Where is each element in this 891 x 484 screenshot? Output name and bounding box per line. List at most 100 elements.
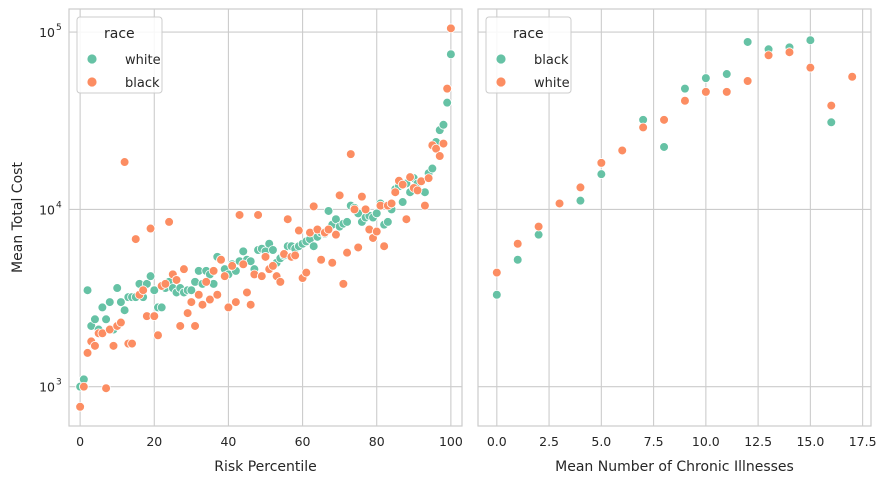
right-point-white: [826, 100, 837, 111]
right-x-ticks: 0.0 2.5 5.0 7.5 10.0 12.5 15.0 17.5: [487, 434, 877, 449]
left-point-white: [119, 305, 130, 316]
left-point-black: [231, 297, 241, 307]
left-x-tick-label: 20: [146, 434, 162, 449]
left-point-black: [323, 224, 334, 235]
right-point-black: [826, 117, 837, 128]
left-point-white: [238, 246, 249, 257]
left-point-black: [360, 204, 371, 215]
left-point-white: [97, 302, 108, 313]
right-point-white: [680, 95, 690, 106]
left-legend-label-white: white: [125, 53, 161, 68]
left-point-black: [149, 311, 160, 321]
right-point-black: [680, 83, 690, 94]
left-point-black: [190, 321, 200, 331]
left-point-black: [227, 261, 237, 271]
left-point-black: [386, 198, 397, 209]
left-point-black: [371, 226, 382, 237]
left-point-white: [116, 297, 126, 307]
left-point-black: [275, 277, 286, 287]
left-point-black: [138, 285, 148, 296]
left-x-tick-label: 60: [295, 434, 311, 449]
left-point-black: [268, 261, 278, 271]
left-point-white: [101, 314, 111, 325]
left-point-black: [145, 223, 156, 234]
right-point-white: [763, 50, 774, 61]
left-point-black: [327, 257, 338, 268]
left-point-black: [334, 190, 345, 201]
left-point-white: [371, 208, 382, 219]
left-point-black: [164, 217, 174, 227]
left-legend-marker-black: [86, 76, 98, 88]
right-legend-label-black: black: [534, 53, 569, 68]
right-point-black: [492, 289, 502, 300]
left-point-black: [219, 271, 230, 281]
left-point-black: [171, 275, 182, 285]
right-points: [492, 35, 857, 300]
left-point-black: [223, 302, 234, 313]
left-point-black: [186, 297, 197, 307]
right-x-tick-label: 12.5: [744, 434, 772, 449]
left-point-black: [256, 271, 267, 281]
left-point-black: [90, 341, 100, 351]
left-point-white: [342, 217, 352, 227]
right-point-black: [805, 35, 816, 46]
left-point-black: [175, 321, 186, 331]
right-panel: 0.0 2.5 5.0 7.5 10.0 12.5 15.0 17.5 Mean Number…: [477, 8, 877, 475]
left-plot-border: [68, 8, 463, 427]
left-legend-label-black: black: [125, 76, 160, 91]
left-point-white: [442, 97, 452, 108]
left-point-black: [316, 254, 326, 265]
left-point-black: [108, 341, 119, 351]
right-legend-title: race: [513, 26, 544, 42]
right-legend-marker-white: [495, 76, 507, 88]
right-point-white: [742, 76, 753, 86]
left-point-black: [331, 229, 341, 240]
left-point-black: [438, 138, 449, 149]
left-point-black: [127, 338, 137, 349]
right-point-black: [721, 69, 732, 79]
left-point-black: [197, 299, 208, 310]
right-x-tick-label: 10.0: [692, 434, 720, 449]
right-point-black: [596, 169, 607, 179]
left-point-black: [353, 242, 363, 253]
right-point-white: [805, 62, 816, 73]
left-point-black: [379, 241, 389, 251]
left-point-black: [216, 254, 226, 265]
left-point-black: [338, 279, 349, 289]
left-point-white: [427, 163, 438, 174]
left-point-black: [101, 383, 111, 394]
left-point-black: [446, 23, 456, 34]
left-point-black: [238, 259, 249, 270]
left-point-white: [383, 217, 393, 227]
left-point-black: [342, 247, 352, 258]
right-x-tick-label: 0.0: [487, 434, 507, 449]
right-x-tick-label: 15.0: [796, 434, 824, 449]
left-point-black: [442, 83, 452, 94]
right-legend-box: [485, 16, 572, 94]
left-x-tick-label: 0: [76, 434, 84, 449]
left-point-black: [405, 172, 415, 182]
left-point-white: [438, 120, 449, 130]
left-y-tick-exponent: 5: [56, 23, 62, 33]
right-plot-border: [477, 8, 872, 427]
right-point-white: [617, 145, 628, 156]
left-point-black: [253, 210, 263, 220]
left-legend-marker-white: [86, 53, 98, 65]
right-point-white: [533, 221, 544, 232]
left-y-tick-label: 10: [39, 25, 55, 40]
left-point-black: [434, 151, 445, 161]
right-point-black: [512, 254, 523, 265]
left-y-tick-label: 10: [39, 380, 55, 395]
left-x-axis-label: Risk Percentile: [214, 459, 317, 475]
left-x-tick-label: 40: [220, 434, 236, 449]
right-point-white: [638, 122, 648, 133]
left-point-white: [268, 245, 278, 255]
right-legend: race black white: [485, 16, 572, 94]
left-legend-box: [76, 16, 163, 94]
left-point-white: [104, 297, 115, 307]
left-point-white: [186, 285, 197, 296]
left-point-black: [357, 191, 367, 202]
